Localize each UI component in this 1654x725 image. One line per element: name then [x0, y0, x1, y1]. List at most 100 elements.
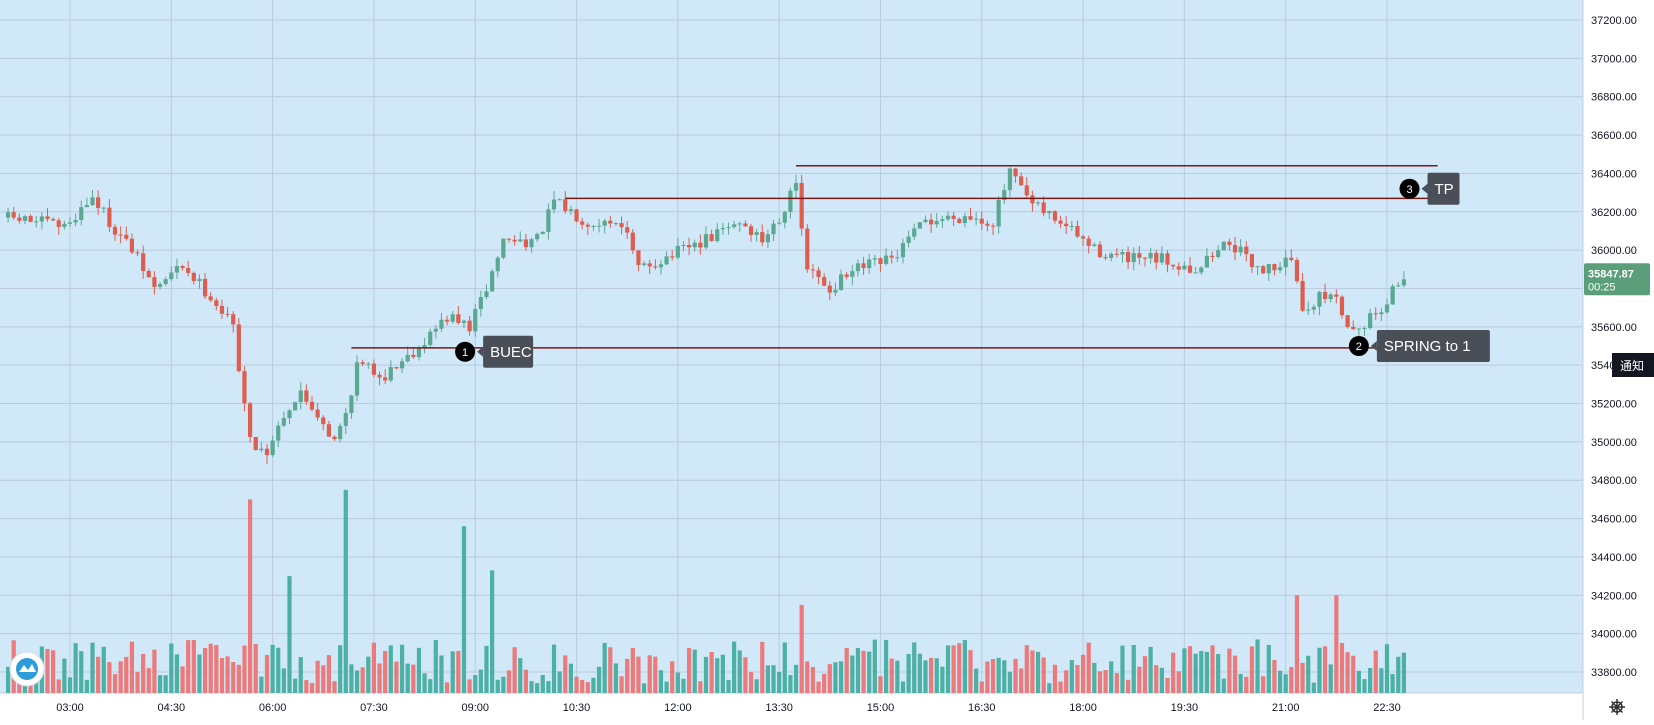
candle-body — [755, 232, 759, 235]
volume-bar — [220, 658, 224, 693]
candle-body — [1008, 168, 1012, 190]
volume-bar — [1244, 677, 1248, 693]
candle-body — [721, 228, 725, 229]
price-axis[interactable] — [1583, 0, 1654, 693]
candle-body — [349, 396, 353, 413]
candle-body — [389, 367, 393, 380]
volume-bar — [1126, 680, 1130, 693]
candle-body — [332, 437, 336, 439]
volume-bar — [85, 680, 89, 693]
volume-bar — [1070, 660, 1074, 693]
candle-body — [1346, 315, 1350, 327]
candle-body — [1177, 266, 1181, 269]
price-tick-label: 36200.00 — [1591, 207, 1637, 219]
candle-body — [1075, 226, 1079, 237]
candle-body — [400, 361, 404, 368]
candle-body — [681, 245, 685, 246]
volume-bar — [1300, 663, 1304, 693]
volume-bar — [749, 672, 753, 693]
volume-bar — [411, 665, 415, 693]
volume-bar — [507, 670, 511, 693]
candle-body — [1255, 266, 1259, 267]
candle-body — [79, 207, 83, 220]
time-tick-label: 16:30 — [968, 702, 996, 714]
gear-icon[interactable] — [1609, 699, 1625, 715]
candle-body — [1199, 268, 1203, 273]
volume-bar — [406, 664, 410, 693]
volume-bar — [912, 642, 916, 693]
candle-body — [40, 216, 44, 221]
volume-bar — [355, 670, 359, 693]
candle-body — [794, 183, 798, 191]
candle-body — [1137, 253, 1141, 258]
candle-body — [783, 212, 787, 223]
volume-bar — [1058, 682, 1062, 693]
candle-body — [1036, 202, 1040, 203]
volume-bar — [479, 670, 483, 693]
candle-body — [1205, 256, 1209, 268]
candle-body — [800, 183, 804, 229]
candle-body — [1210, 256, 1214, 257]
time-tick-label: 03:00 — [56, 702, 84, 714]
candle-body — [513, 240, 517, 242]
candle-body — [68, 222, 72, 223]
volume-bar — [152, 650, 156, 693]
candle-body — [316, 410, 320, 418]
volume-bar — [1137, 667, 1141, 693]
price-tick-label: 35600.00 — [1591, 322, 1637, 334]
volume-bar — [805, 661, 809, 693]
volume-bar — [316, 661, 320, 693]
volume-bar — [254, 644, 258, 693]
volume-bar — [1278, 671, 1282, 693]
volume-bar — [771, 665, 775, 693]
volume-bar — [417, 648, 421, 693]
candle-body — [214, 300, 218, 306]
volume-bar — [186, 640, 190, 693]
volume-bar — [1396, 657, 1400, 693]
candle-body — [591, 226, 595, 227]
volume-bar — [1379, 668, 1383, 693]
candle-body — [197, 279, 201, 281]
chart-logo-icon[interactable] — [10, 652, 44, 686]
volume-bar — [552, 645, 556, 693]
candle-body — [57, 220, 61, 227]
candle-body — [918, 222, 922, 228]
candle-body — [180, 266, 184, 268]
volume-bar — [777, 672, 781, 693]
candle-body — [377, 375, 381, 378]
volume-bar — [743, 657, 747, 693]
volume-bar — [732, 642, 736, 693]
candle-body — [867, 259, 871, 268]
volume-bar — [1109, 661, 1113, 693]
candle-body — [287, 410, 291, 418]
candle-body — [974, 219, 978, 220]
candle-body — [1019, 176, 1023, 185]
volume-bar — [721, 655, 725, 693]
price-tick-label: 37200.00 — [1591, 15, 1637, 27]
volume-bar — [997, 658, 1001, 693]
volume-bar — [501, 677, 505, 693]
volume-bar — [946, 645, 950, 693]
annotation-number: 1 — [462, 347, 468, 359]
candle-body — [1391, 286, 1395, 304]
volume-bar — [259, 677, 263, 693]
candle-body — [1149, 253, 1153, 258]
time-tick-label: 10:30 — [563, 702, 591, 714]
candle-body — [1250, 254, 1254, 267]
volume-bar — [580, 680, 584, 693]
notify-button[interactable]: 通知 — [1612, 353, 1654, 377]
volume-bar — [372, 643, 376, 693]
candle-body — [90, 197, 94, 205]
annotation-label: SPRING to 1 — [1384, 338, 1471, 355]
volume-bar — [726, 680, 730, 693]
candle-body — [6, 212, 10, 217]
candle-body — [574, 209, 578, 221]
volume-bar — [800, 605, 804, 693]
candle-body — [186, 268, 190, 273]
volume-bar — [1284, 674, 1288, 693]
candle-body — [1126, 252, 1130, 262]
time-tick-label: 12:00 — [664, 702, 692, 714]
volume-bar — [96, 657, 100, 693]
